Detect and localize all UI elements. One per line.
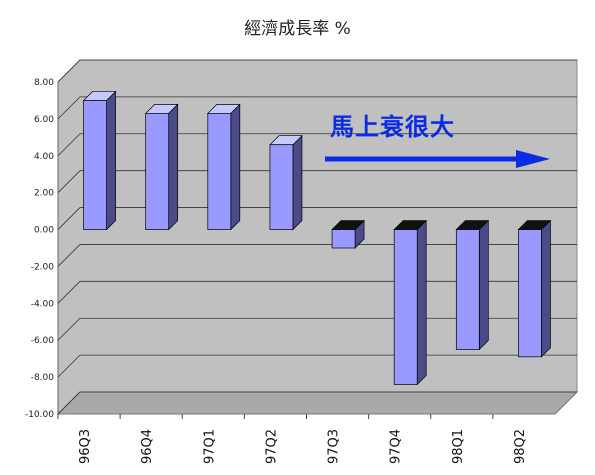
bar-side (168, 103, 179, 231)
y-tick-label: -2.00 (31, 262, 55, 272)
y-tick-label: 2.00 (34, 189, 54, 199)
y-tick-label: 8.00 (34, 78, 54, 88)
x-tick-label: 97Q4 (389, 429, 404, 464)
annotation-text: 馬上衰很大 (330, 113, 455, 141)
gridline (57, 96, 577, 120)
chart-title: 經濟成長率 % (244, 19, 351, 39)
bar-side (416, 219, 427, 386)
bar (393, 229, 418, 385)
bar (207, 113, 232, 230)
arrow-head (516, 150, 550, 168)
y-tick-label: -10.00 (25, 410, 54, 420)
y-tick-label: 0.00 (34, 226, 54, 236)
x-tick-label: 96Q3 (78, 429, 93, 464)
bar (145, 113, 170, 230)
floor (56, 391, 579, 415)
y-tick-label: -4.00 (31, 299, 55, 309)
bar (455, 229, 480, 350)
y-tick-label: -6.00 (31, 336, 55, 346)
x-tick-label: 97Q2 (264, 429, 279, 464)
x-tick-label: 98Q2 (513, 429, 528, 464)
y-tick-label: 4.00 (34, 152, 54, 162)
bar (331, 229, 356, 249)
bar (83, 100, 107, 230)
bar-side (106, 90, 116, 231)
gridline (57, 170, 577, 193)
x-tick-label: 98Q1 (451, 429, 466, 464)
bar-side (292, 134, 303, 231)
bar-side (230, 103, 241, 231)
x-tick-label: 96Q4 (140, 429, 155, 464)
y-tick-label: -8.00 (31, 373, 55, 383)
x-tick-label: 97Q3 (327, 429, 342, 464)
gridline (57, 133, 577, 157)
x-tick-label: 97Q1 (202, 429, 217, 464)
gridline (57, 59, 577, 83)
y-tick-label: 6.00 (34, 115, 54, 125)
bar (518, 229, 542, 358)
bar-side (541, 219, 551, 358)
gridline (57, 207, 577, 230)
back-wall (57, 59, 578, 415)
bar (269, 144, 294, 230)
bar-side (478, 219, 489, 351)
gridline (57, 391, 577, 415)
